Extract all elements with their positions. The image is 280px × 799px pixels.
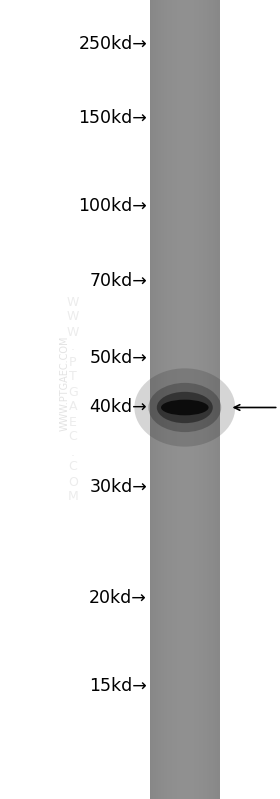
Bar (178, 0, 179, 799)
Bar (193, 0, 194, 799)
Bar (167, 0, 169, 799)
Bar (213, 0, 214, 799)
Bar (191, 0, 192, 799)
Bar (219, 0, 220, 799)
Ellipse shape (134, 368, 235, 447)
Bar (205, 0, 206, 799)
Bar (150, 0, 151, 799)
Ellipse shape (148, 383, 221, 432)
Bar (159, 0, 160, 799)
Bar (176, 0, 177, 799)
Bar (181, 0, 183, 799)
Bar (184, 0, 185, 799)
Bar (157, 0, 158, 799)
Bar (172, 0, 173, 799)
Bar (169, 0, 170, 799)
Bar (209, 0, 211, 799)
Bar (185, 0, 186, 799)
Bar (187, 0, 188, 799)
Bar (202, 0, 204, 799)
Bar (162, 0, 163, 799)
Bar (212, 0, 213, 799)
Bar (160, 0, 162, 799)
Bar (188, 0, 190, 799)
Bar (190, 0, 191, 799)
Text: 40kd→: 40kd→ (89, 399, 147, 416)
Text: 70kd→: 70kd→ (89, 272, 147, 290)
Bar (214, 0, 215, 799)
Bar (207, 0, 208, 799)
Bar (179, 0, 180, 799)
Text: 250kd→: 250kd→ (78, 35, 147, 53)
Ellipse shape (161, 400, 209, 415)
Bar (208, 0, 209, 799)
Bar (150, 0, 220, 799)
Bar (156, 0, 157, 799)
Text: 30kd→: 30kd→ (89, 479, 147, 496)
Text: 15kd→: 15kd→ (89, 677, 147, 694)
Bar (200, 0, 201, 799)
Bar (165, 0, 166, 799)
Bar (155, 0, 156, 799)
Bar (166, 0, 167, 799)
Bar (180, 0, 181, 799)
Bar (152, 0, 153, 799)
Bar (218, 0, 219, 799)
Bar (198, 0, 199, 799)
Text: 100kd→: 100kd→ (78, 197, 147, 215)
Bar (174, 0, 176, 799)
Text: 20kd→: 20kd→ (89, 589, 147, 606)
Bar (177, 0, 178, 799)
Bar (163, 0, 164, 799)
Bar (216, 0, 218, 799)
Bar (186, 0, 187, 799)
Bar (170, 0, 171, 799)
Text: 50kd→: 50kd→ (89, 349, 147, 367)
Bar (195, 0, 197, 799)
Text: 150kd→: 150kd→ (78, 109, 147, 127)
Bar (153, 0, 155, 799)
Text: WWW.PTGAEC.COM: WWW.PTGAEC.COM (59, 336, 69, 431)
Bar (173, 0, 174, 799)
Bar (151, 0, 152, 799)
Bar (197, 0, 198, 799)
Bar (204, 0, 205, 799)
Bar (158, 0, 159, 799)
Bar (211, 0, 212, 799)
Bar (206, 0, 207, 799)
Bar (199, 0, 200, 799)
Bar (183, 0, 184, 799)
Ellipse shape (157, 392, 213, 423)
Bar (192, 0, 193, 799)
Bar (171, 0, 172, 799)
Text: W
W
W
.
P
T
G
A
E
C
.
C
O
M: W W W . P T G A E C . C O M (67, 296, 79, 503)
Bar (201, 0, 202, 799)
Bar (164, 0, 165, 799)
Bar (194, 0, 195, 799)
Bar (215, 0, 216, 799)
